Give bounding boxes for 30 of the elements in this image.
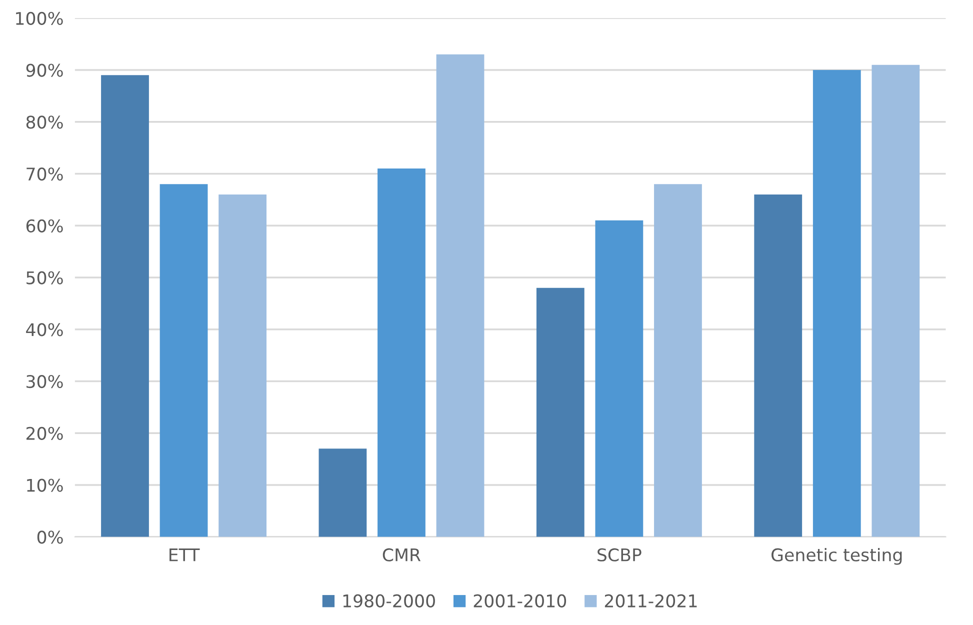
- x-tick-label: Genetic testing: [772, 548, 902, 565]
- bar: [872, 64, 920, 537]
- legend-label: 2001-2010: [474, 594, 566, 608]
- y-tick-label: 40%: [26, 323, 63, 336]
- x-tick-label: ETT: [170, 548, 200, 562]
- bar: [595, 220, 644, 537]
- y-tick-label: 20%: [26, 426, 63, 440]
- y-tick-label: 60%: [26, 219, 63, 232]
- bar: [654, 184, 702, 537]
- y-tick-label: 10%: [27, 478, 63, 492]
- bar: [318, 448, 367, 537]
- y-tick-label: 90%: [26, 64, 63, 77]
- x-tick-label: CMR: [382, 548, 421, 562]
- y-tick-label: 30%: [26, 374, 63, 388]
- y-tick-label: 80%: [26, 116, 63, 129]
- legend-label: 1980-2000: [343, 594, 435, 608]
- bar: [160, 184, 208, 537]
- bar: [218, 194, 267, 537]
- bar: [536, 288, 584, 537]
- y-tick-label: 100%: [16, 12, 63, 25]
- y-tick-label: 50%: [26, 271, 63, 284]
- bar: [101, 75, 149, 537]
- bar: [812, 70, 861, 537]
- y-tick-label: 0%: [37, 530, 63, 544]
- legend-label: 2011-2021: [604, 594, 697, 608]
- bar: [754, 194, 802, 537]
- x-tick-label: SCBP: [598, 548, 642, 562]
- bar: [378, 168, 426, 537]
- bar: [436, 54, 484, 537]
- y-tick-label: 70%: [26, 167, 63, 181]
